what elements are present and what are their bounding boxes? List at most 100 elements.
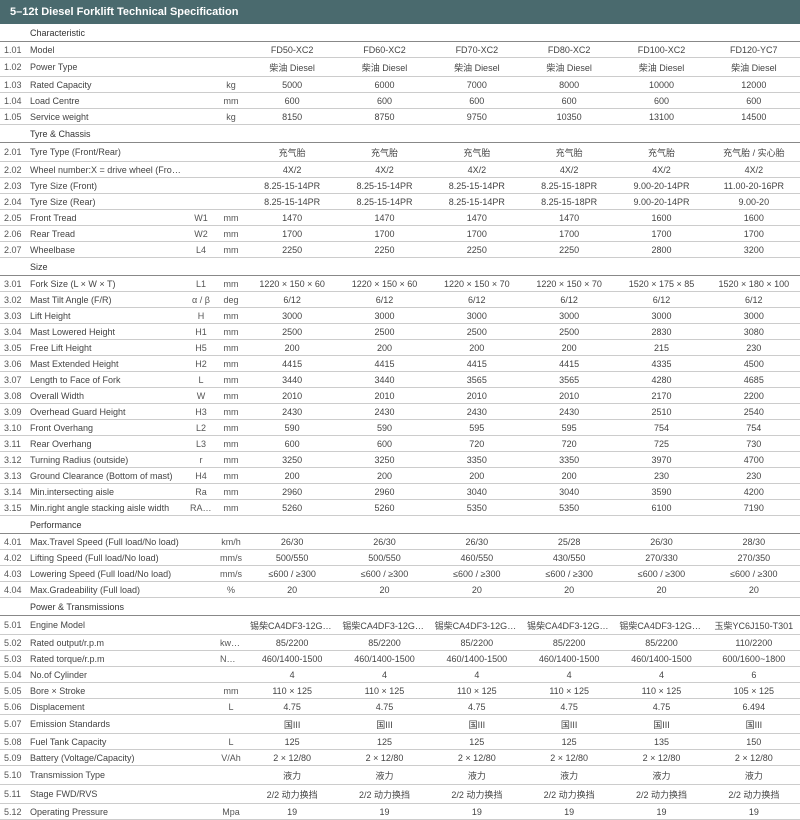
row-symbol: W1 — [186, 210, 216, 226]
row-unit: mm — [216, 93, 246, 109]
row-value: 19 — [338, 804, 430, 820]
row-index: 3.01 — [0, 276, 26, 292]
row-value: 270/350 — [708, 550, 800, 566]
row-value: 595 — [523, 420, 615, 436]
row-value: 500/550 — [338, 550, 430, 566]
row-value: 2250 — [431, 242, 523, 258]
row-value: 2010 — [431, 388, 523, 404]
row-value: 4200 — [708, 484, 800, 500]
row-index: 3.13 — [0, 468, 26, 484]
row-value: 3200 — [708, 242, 800, 258]
row-label: Power Type — [26, 58, 186, 77]
row-value: 2 × 12/80 — [431, 750, 523, 766]
row-symbol — [186, 58, 216, 77]
row-value: 3040 — [523, 484, 615, 500]
row-value: 20 — [246, 582, 338, 598]
row-value: 3000 — [246, 308, 338, 324]
row-value: 10000 — [615, 77, 707, 93]
spec-row: 3.07Length to Face of ForkLmm34403440356… — [0, 372, 800, 388]
row-unit: mm — [216, 308, 246, 324]
row-value: 754 — [615, 420, 707, 436]
row-symbol: H2 — [186, 356, 216, 372]
row-value: 2010 — [246, 388, 338, 404]
row-index: 5.06 — [0, 699, 26, 715]
spec-row: 5.11Stage FWD/RVS2/2 动力换挡2/2 动力换挡2/2 动力换… — [0, 785, 800, 804]
row-value: 3000 — [338, 308, 430, 324]
row-label: Emission Standards — [26, 715, 186, 734]
row-value: 125 — [523, 734, 615, 750]
row-index: 2.01 — [0, 143, 26, 162]
row-symbol: H3 — [186, 404, 216, 420]
spec-row: 3.13Ground Clearance (Bottom of mast)H4m… — [0, 468, 800, 484]
row-symbol — [186, 699, 216, 715]
row-unit: kg — [216, 77, 246, 93]
row-unit — [216, 194, 246, 210]
row-index: 3.02 — [0, 292, 26, 308]
row-index: 2.03 — [0, 178, 26, 194]
row-value: 2250 — [338, 242, 430, 258]
row-symbol — [186, 715, 216, 734]
spec-row: 3.04Mast Lowered HeightH1mm2500250025002… — [0, 324, 800, 340]
spec-row: 3.01Fork Size (L × W × T)L1mm1220 × 150 … — [0, 276, 800, 292]
spec-row: 2.02Wheel number:X = drive wheel (Front/… — [0, 162, 800, 178]
row-value: 125 — [338, 734, 430, 750]
row-value: 230 — [708, 340, 800, 356]
row-symbol: W2 — [186, 226, 216, 242]
row-value: 1700 — [615, 226, 707, 242]
row-unit: kg — [216, 109, 246, 125]
row-index: 5.07 — [0, 715, 26, 734]
row-value: 12000 — [708, 77, 800, 93]
row-value: 3250 — [338, 452, 430, 468]
row-value: 6.494 — [708, 699, 800, 715]
row-value: 2500 — [338, 324, 430, 340]
row-index: 2.05 — [0, 210, 26, 226]
row-value: 1700 — [523, 226, 615, 242]
row-value: 1700 — [708, 226, 800, 242]
row-value: 4 — [338, 667, 430, 683]
row-value: 200 — [246, 340, 338, 356]
row-symbol — [186, 77, 216, 93]
row-symbol: α / β — [186, 292, 216, 308]
row-value: 4X/2 — [431, 162, 523, 178]
row-value: 柴油 Diesel — [338, 58, 430, 77]
row-value: 3250 — [246, 452, 338, 468]
row-index: 1.02 — [0, 58, 26, 77]
row-index: 3.09 — [0, 404, 26, 420]
section-name: Size — [26, 258, 800, 276]
row-value: 3350 — [431, 452, 523, 468]
row-value: 4415 — [431, 356, 523, 372]
row-symbol — [186, 194, 216, 210]
row-value: 1600 — [708, 210, 800, 226]
row-index: 5.09 — [0, 750, 26, 766]
row-value: 1470 — [523, 210, 615, 226]
row-value: 2010 — [338, 388, 430, 404]
row-value: 110 × 125 — [431, 683, 523, 699]
row-label: Tyre Size (Rear) — [26, 194, 186, 210]
row-label: Mast Extended Height — [26, 356, 186, 372]
row-value: 1470 — [431, 210, 523, 226]
row-unit: kw/rpm — [216, 635, 246, 651]
row-value: 6/12 — [708, 292, 800, 308]
spec-row: 3.03Lift HeightHmm3000300030003000300030… — [0, 308, 800, 324]
section-header: Performance — [0, 516, 800, 534]
row-symbol — [186, 750, 216, 766]
row-label: Overhead Guard Height — [26, 404, 186, 420]
row-value: 720 — [523, 436, 615, 452]
row-value: 锡柴CA4DF3-12GCG3U — [431, 616, 523, 635]
spec-row: 1.01ModelFD50-XC2FD60-XC2FD70-XC2FD80-XC… — [0, 42, 800, 58]
row-value: 460/1400-1500 — [615, 651, 707, 667]
row-label: Length to Face of Fork — [26, 372, 186, 388]
row-symbol — [186, 804, 216, 820]
row-unit: mm/s — [216, 566, 246, 582]
row-label: Lowering Speed (Full load/No load) — [26, 566, 186, 582]
row-value: 20 — [708, 582, 800, 598]
spec-row: 3.09Overhead Guard HeightH3mm24302430243… — [0, 404, 800, 420]
row-symbol — [186, 566, 216, 582]
spec-row: 2.01Tyre Type (Front/Rear)充气胎充气胎充气胎充气胎充气… — [0, 143, 800, 162]
row-label: Overall Width — [26, 388, 186, 404]
row-value: 19 — [246, 804, 338, 820]
row-value: 2430 — [338, 404, 430, 420]
row-value: 锡柴CA4DF3-12GCG3U — [246, 616, 338, 635]
row-index: 5.04 — [0, 667, 26, 683]
row-value: 110 × 125 — [246, 683, 338, 699]
